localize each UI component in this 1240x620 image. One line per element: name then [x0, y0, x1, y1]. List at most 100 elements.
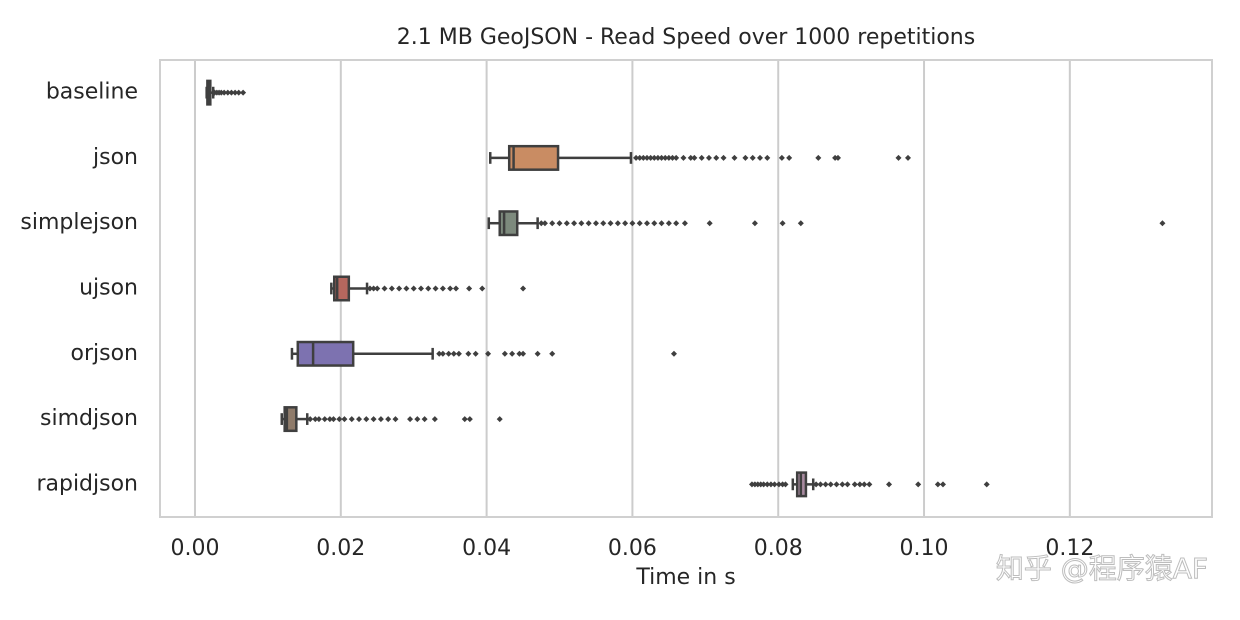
x-tick-label: 0.08 [754, 536, 803, 561]
outlier [669, 154, 676, 161]
outlier [1159, 220, 1166, 227]
outlier [742, 154, 749, 161]
outlier [407, 416, 414, 423]
x-tick-label: 0.00 [171, 536, 220, 561]
outlier [640, 154, 647, 161]
outlier [479, 285, 486, 292]
outlier [465, 350, 472, 357]
outlier [775, 481, 782, 488]
outlier [915, 481, 922, 488]
outlier [681, 220, 688, 227]
outlier [501, 350, 508, 357]
outlier [751, 220, 758, 227]
outlier [363, 416, 370, 423]
outlier [614, 220, 621, 227]
outlier [455, 350, 462, 357]
y-tick-label: json [92, 145, 138, 170]
outlier [520, 350, 527, 357]
outlier [563, 220, 570, 227]
x-tick-label: 0.12 [1045, 536, 1094, 561]
outlier [321, 416, 328, 423]
chart-title: 2.1 MB GeoJSON - Read Speed over 1000 re… [397, 25, 975, 50]
outlier [431, 416, 438, 423]
outlier [336, 416, 343, 423]
outlier [658, 220, 665, 227]
outlier [815, 154, 822, 161]
outlier [895, 154, 902, 161]
outlier [315, 416, 322, 423]
outlier [341, 416, 348, 423]
outlier [578, 220, 585, 227]
outlier [764, 154, 771, 161]
y-tick-label: rapidjson [36, 471, 138, 496]
outlier [549, 350, 556, 357]
outlier [509, 350, 516, 357]
outlier [778, 154, 785, 161]
outlier [439, 350, 446, 357]
outlier [670, 350, 677, 357]
outlier [381, 285, 388, 292]
outlier [647, 154, 654, 161]
outlier [356, 416, 363, 423]
outlier [466, 285, 473, 292]
outlier [556, 220, 563, 227]
outlier [633, 154, 640, 161]
outlier [396, 285, 403, 292]
outlier [833, 481, 840, 488]
outlier [673, 220, 680, 227]
x-tick-label: 0.02 [316, 536, 365, 561]
outlier [939, 481, 946, 488]
outlier [228, 89, 235, 96]
outlier [706, 220, 713, 227]
outlier [691, 154, 698, 161]
outlier [592, 220, 599, 227]
outlier [496, 416, 503, 423]
outlier [665, 220, 672, 227]
outlier [461, 416, 468, 423]
outlier [436, 350, 443, 357]
outlier [307, 416, 314, 423]
outlier [861, 481, 868, 488]
outlier [534, 350, 541, 357]
outlier [312, 416, 319, 423]
outlier [817, 481, 824, 488]
outlier [622, 220, 629, 227]
outlier [330, 416, 337, 423]
x-axis-label: Time in s [635, 565, 735, 590]
y-tick-label: orjson [71, 341, 138, 366]
outlier [779, 220, 786, 227]
x-tick-label: 0.04 [462, 536, 511, 561]
outlier [698, 154, 705, 161]
outlier [767, 481, 774, 488]
y-tick-label: ujson [79, 276, 138, 301]
y-tick-label: simdjson [40, 406, 138, 431]
outlier [485, 350, 492, 357]
outlier [827, 481, 834, 488]
outlier [541, 220, 548, 227]
outlier [713, 154, 720, 161]
outlier [764, 481, 771, 488]
outlier [240, 89, 247, 96]
outlier [600, 220, 607, 227]
outlier [720, 154, 727, 161]
outlier [822, 481, 829, 488]
outlier [538, 220, 545, 227]
outlier [651, 220, 658, 227]
outlier [651, 154, 658, 161]
outlier [786, 154, 793, 161]
outlier [370, 416, 377, 423]
outlier [851, 481, 858, 488]
outlier [662, 154, 669, 161]
outlier [425, 285, 432, 292]
outlier [370, 285, 377, 292]
watermark: 知乎 @程序猿AF [996, 552, 1208, 585]
outlier [410, 285, 417, 292]
outlier [749, 154, 756, 161]
outlier [388, 285, 395, 292]
outlier [439, 285, 446, 292]
outlier [866, 481, 873, 488]
outlier [886, 481, 893, 488]
outlier [643, 220, 650, 227]
outlier [629, 220, 636, 227]
